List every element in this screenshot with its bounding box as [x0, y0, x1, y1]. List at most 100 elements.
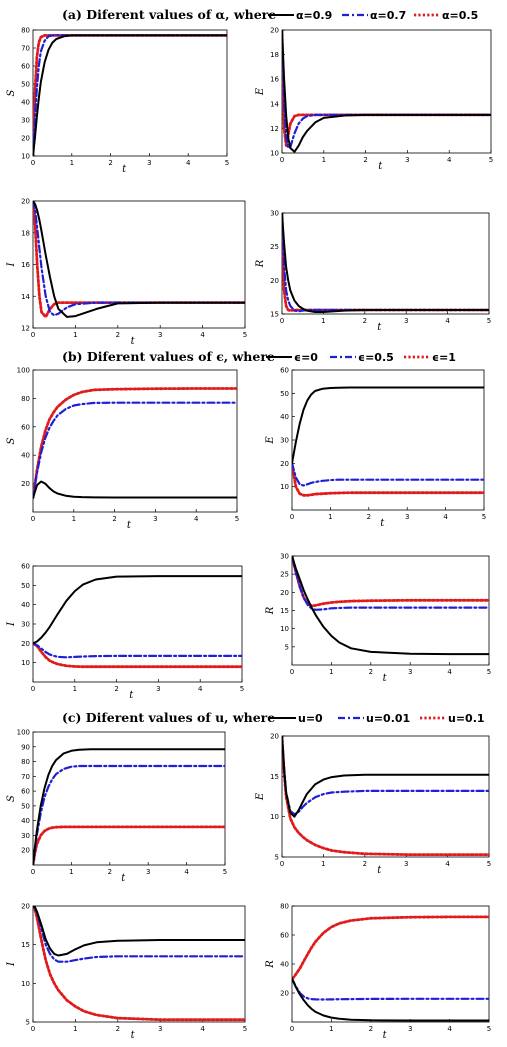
axes-frame	[32, 905, 246, 1023]
y-tick-label: 80	[21, 27, 30, 35]
y-tick-label: 80	[280, 903, 289, 911]
legend-label: u=0	[298, 712, 323, 725]
y-tick-label: 14	[270, 100, 279, 108]
x-axis-label: t	[121, 873, 126, 884]
x-tick-label: 3	[158, 1025, 162, 1033]
x-tick-label: 1	[329, 668, 333, 676]
x-axis-label: t	[378, 161, 383, 172]
y-axis-label: S	[6, 437, 17, 444]
x-tick-label: 4	[200, 331, 205, 339]
section-title-text: (a) Diferent values of α, where	[62, 7, 276, 22]
x-tick-label: 1	[321, 860, 325, 868]
x-tick-label: 1	[69, 868, 73, 876]
x-tick-label: 3	[405, 156, 409, 164]
panel-s: 0 1 2 3 4 5 10 20 30 40 50 60 70 80 t S	[6, 27, 229, 176]
series-line-dot	[282, 30, 491, 148]
series-line-solid	[33, 748, 225, 865]
panel-r: 0 1 2 3 4 5 5 10 15 20 25 30 t R	[265, 553, 491, 685]
panel-e: 0 1 2 3 4 5 5 10 15 20 t E	[255, 733, 491, 877]
x-tick-label: 1	[328, 513, 332, 521]
y-tick-label: 10	[21, 659, 30, 667]
series-line-dashdot	[292, 462, 484, 487]
y-tick-label: 5	[275, 854, 279, 862]
x-tick-label: 4	[447, 156, 452, 164]
y-axis-label: R	[255, 259, 266, 268]
x-tick-label: 5	[243, 331, 247, 339]
y-tick-label: 50	[21, 582, 30, 590]
panel-i: 0 1 2 3 4 5 5 10 15 20 t I	[6, 903, 247, 1042]
series-line-dashdot	[33, 34, 227, 156]
y-tick-label: 40	[21, 817, 30, 825]
y-tick-label: 40	[280, 413, 289, 421]
x-tick-label: 4	[447, 668, 452, 676]
legend-label: u=0.1	[448, 712, 485, 725]
series-line-dashdot	[33, 201, 245, 317]
panel-i: 0 1 2 3 4 5 10 20 30 40 50 60 t I	[6, 563, 244, 702]
x-tick-label: 4	[447, 1025, 452, 1033]
y-tick-label: 60	[21, 788, 30, 796]
x-tick-label: 5	[482, 513, 486, 521]
x-tick-label: 2	[108, 159, 112, 167]
legend-label: u=0.01	[366, 712, 410, 725]
x-tick-label: 2	[369, 1025, 373, 1033]
y-tick-label: 50	[21, 802, 30, 810]
y-tick-label: 20	[21, 198, 30, 206]
series-line-solid	[33, 575, 242, 645]
x-tick-label: 5	[225, 159, 229, 167]
y-tick-label: 18	[270, 51, 279, 59]
x-tick-label: 5	[487, 668, 491, 676]
y-axis-label: E	[255, 87, 266, 96]
section-title-text: (b) Diferent values of ϵ, where	[62, 349, 275, 364]
y-tick-label: 20	[280, 990, 289, 998]
y-tick-label: 40	[280, 961, 289, 969]
y-axis-label: E	[265, 436, 276, 445]
x-tick-label: 5	[489, 156, 493, 164]
x-tick-label: 3	[404, 317, 408, 325]
y-tick-label: 30	[21, 621, 30, 629]
x-tick-label: 3	[408, 668, 412, 676]
section-title-text: (c) Diferent values of u, where	[62, 710, 275, 725]
x-tick-label: 4	[198, 685, 203, 693]
y-tick-label: 10	[280, 625, 289, 633]
y-axis-label: S	[6, 795, 17, 802]
x-tick-label: 3	[153, 515, 157, 523]
x-tick-label: 2	[116, 1025, 120, 1033]
x-tick-label: 4	[186, 159, 191, 167]
x-tick-label: 0	[31, 331, 35, 339]
series-line-solid	[292, 556, 489, 656]
y-tick-label: 40	[21, 99, 30, 107]
x-tick-label: 0	[31, 868, 35, 876]
series-line-dot	[33, 825, 225, 865]
y-axis-label: E	[255, 792, 266, 801]
series-line-solid	[282, 30, 491, 153]
legend-label: ϵ=0.5	[358, 351, 394, 364]
x-axis-label: t	[131, 336, 136, 347]
x-tick-label: 2	[367, 513, 371, 521]
y-tick-label: 15	[270, 773, 279, 781]
y-tick-label: 70	[21, 773, 30, 781]
series-line-dot	[292, 556, 489, 608]
series-line-solid	[292, 977, 489, 1022]
x-tick-label: 4	[194, 515, 199, 523]
series-line-dashdot	[33, 642, 242, 659]
axes-frame	[291, 369, 485, 511]
y-tick-label: 18	[21, 229, 30, 237]
axes-frame	[281, 735, 490, 858]
section-b-title: (b) Diferent values of ϵ, where ϵ=0 ϵ=0.5 ϵ…	[62, 349, 456, 364]
series-line-solid	[33, 201, 245, 318]
y-tick-label: 20	[21, 903, 30, 911]
x-tick-label: 1	[72, 515, 76, 523]
y-tick-label: 90	[21, 743, 30, 751]
x-tick-label: 4	[200, 1025, 205, 1033]
y-tick-label: 15	[280, 607, 289, 615]
panel-s: 0 1 2 3 4 5 20 40 60 80 100 t S	[6, 367, 239, 532]
y-tick-label: 30	[270, 210, 279, 218]
x-tick-label: 0	[290, 668, 294, 676]
x-tick-label: 2	[369, 668, 373, 676]
series-line-dashdot	[282, 213, 489, 313]
y-tick-label: 16	[21, 261, 30, 269]
y-tick-label: 100	[17, 367, 30, 375]
y-tick-label: 30	[21, 832, 30, 840]
